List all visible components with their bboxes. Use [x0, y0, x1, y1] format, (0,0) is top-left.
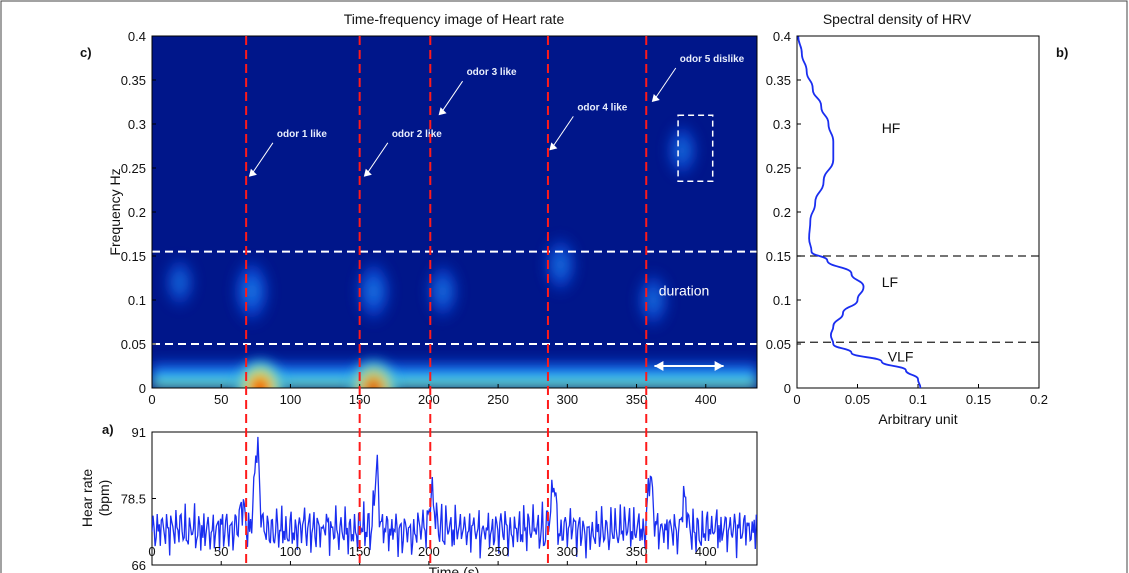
odor-label: odor 2 like [392, 129, 442, 140]
panel-b: Spectral density of HRV b) 0 0.05 0.1 0.15 0… [766, 11, 1069, 427]
odor-label: odor 3 like [467, 67, 517, 78]
hr-x-tick-label: 100 [280, 544, 302, 559]
panel-c: Time-frequency image of Heart rate c) 0 5… [80, 11, 758, 407]
spectrum-y-tick-label: 0.35 [766, 73, 791, 88]
spectrum-x-tick-label: 0.05 [845, 392, 870, 407]
spectrum-y-tick-label: 0.3 [773, 117, 791, 132]
heatmap-blob [542, 233, 579, 296]
hr-x-tick-label: 250 [487, 544, 509, 559]
spectrum-y-tick-label: 0.05 [766, 337, 791, 352]
hr-x-tick-label: 350 [626, 544, 648, 559]
odor-arrow [251, 142, 274, 175]
hr-x-tick-label: 50 [214, 544, 228, 559]
spectrum-axes-box [796, 35, 1040, 389]
hr-x-tick-label: 0 [148, 544, 155, 559]
hr-ylabel: (bpm) [96, 480, 112, 517]
heart-rate-series-line [152, 436, 757, 559]
odor-label: odor 4 like [577, 102, 627, 113]
heatmap-x-tick-label: 200 [418, 392, 440, 407]
heatmap-blob [162, 254, 197, 311]
panel-c-title: Time-frequency image of Heart rate [344, 11, 565, 27]
heatmap-blob [353, 257, 394, 326]
heatmap-x-tick-label: 350 [626, 392, 648, 407]
panel-b-title: Spectral density of HRV [823, 11, 972, 27]
spectrum-y-tick-label: 0.1 [773, 293, 791, 308]
spectrum-x-tick-label: 0.15 [966, 392, 991, 407]
spectrum-y-tick-label: 0.4 [773, 29, 791, 44]
heatmap-y-tick-label: 0 [139, 381, 146, 396]
heatmap-background [152, 36, 757, 388]
odor-arrow [551, 116, 574, 148]
panel-b-label: b) [1056, 45, 1068, 60]
hr-x-tick-label: 300 [556, 544, 578, 559]
heatmap-x-tick-label: 50 [214, 392, 228, 407]
spectrum-band-label: LF [882, 274, 898, 290]
heatmap-x-tick-label: 150 [349, 392, 371, 407]
spectrum-y-tick-label: 0.25 [766, 161, 791, 176]
odor-arrow-head [549, 142, 558, 151]
panel-c-label: c) [80, 45, 92, 60]
spectrum-y-tick-label: 0.15 [766, 249, 791, 264]
heatmap-blob [231, 255, 272, 327]
spectrum-x-tick-label: 0.2 [1030, 392, 1048, 407]
heatmap-x-tick-label: 250 [487, 392, 509, 407]
heatmap-y-tick-label: 0.1 [128, 293, 146, 308]
hr-x-tick-label: 200 [418, 544, 440, 559]
heatmap-x-tick-label: 300 [556, 392, 578, 407]
heatmap-blob [635, 269, 672, 331]
odor-arrow [441, 80, 463, 113]
odor-label: odor 5 dislike [680, 54, 745, 65]
odor-arrow-head [438, 107, 447, 116]
heatmap-y-tick-label: 0.25 [121, 161, 146, 176]
spectrum-band-label: VLF [888, 349, 914, 365]
hr-y-tick-label: 66 [132, 558, 146, 573]
panel-a-xlabel: Time (s) [429, 564, 480, 573]
heatmap-blob [424, 260, 461, 323]
heatmap-y-tick-label: 0.35 [121, 73, 146, 88]
odor-arrow-head [248, 168, 257, 177]
heatmap-y-tick-label: 0.2 [128, 205, 146, 220]
hr-x-tick-label: 150 [349, 544, 371, 559]
panel-a: a) 0 50 100 150 200 250 300 350 400 66 78.5 91 Hear… [79, 422, 758, 573]
odor-arrow-head [363, 168, 372, 177]
heatmap-blob [664, 120, 700, 180]
odor-arrow [366, 142, 389, 175]
hr-x-tick-label: 400 [695, 544, 717, 559]
spectrum-x-tick-label: 0.1 [909, 392, 927, 407]
heatmap-y-tick-label: 0.05 [121, 337, 146, 352]
hr-ylabel: Hear rate [79, 469, 95, 528]
panel-c-ylabel: Frequency Hz [107, 168, 123, 255]
spectrum-band-label: HF [882, 120, 901, 136]
hr-y-tick-label: 78.5 [121, 492, 146, 507]
heatmap-x-tick-label: 0 [148, 392, 155, 407]
heatmap-y-tick-label: 0.15 [121, 249, 146, 264]
odor-label: odor 1 like [277, 129, 327, 140]
panel-b-xlabel: Arbitrary unit [878, 411, 957, 427]
spectrum-y-tick-label: 0 [784, 381, 791, 396]
panel-a-label: a) [102, 422, 114, 437]
heatmap-y-tick-label: 0.4 [128, 29, 146, 44]
hr-y-tick-label: 91 [132, 425, 146, 440]
duration-arrow-right-head [714, 361, 724, 371]
heatmap-x-tick-label: 100 [280, 392, 302, 407]
odor-arrow [654, 67, 677, 100]
duration-label: duration [659, 283, 710, 299]
spectrum-y-tick-label: 0.2 [773, 205, 791, 220]
duration-arrow-left-head [654, 361, 664, 371]
heatmap-y-tick-label: 0.3 [128, 117, 146, 132]
heatmap-x-tick-label: 400 [695, 392, 717, 407]
spectrum-x-tick-label: 0 [793, 392, 800, 407]
odor-arrow-head [651, 94, 660, 102]
spectrum-series-line [797, 36, 922, 388]
